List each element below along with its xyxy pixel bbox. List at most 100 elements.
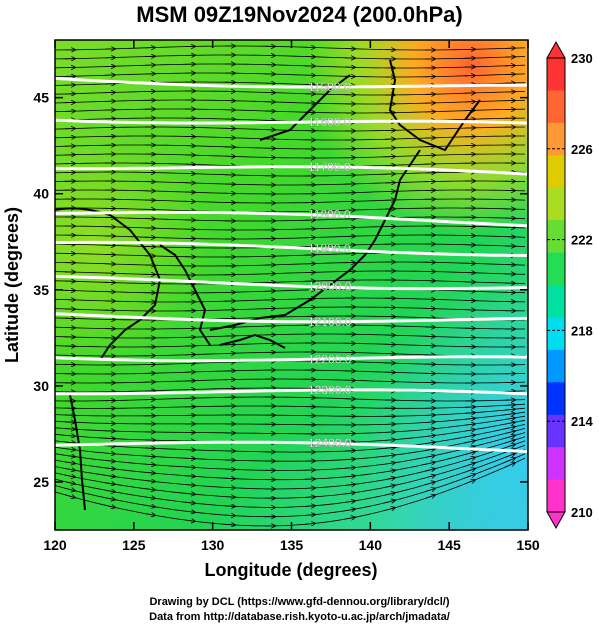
wind-arrow bbox=[64, 462, 75, 464]
wind-arrow bbox=[464, 413, 475, 414]
wind-arrow bbox=[424, 469, 435, 472]
wind-arrow bbox=[304, 497, 315, 498]
streamline bbox=[55, 99, 526, 105]
wind-arrow bbox=[424, 435, 435, 436]
wind-arrow bbox=[464, 435, 475, 437]
wind-arrow bbox=[64, 422, 75, 423]
wind-arrow bbox=[184, 502, 195, 503]
wind-arrow bbox=[384, 440, 395, 441]
wind-arrow bbox=[344, 459, 355, 460]
wind-arrow bbox=[384, 493, 395, 495]
wind-arrow bbox=[184, 493, 195, 494]
streamline bbox=[55, 63, 526, 69]
wind-arrow bbox=[104, 460, 115, 461]
wind-arrow bbox=[64, 495, 75, 498]
x-axis-ticks: 120 125 130 135 140 145 150 bbox=[43, 40, 540, 553]
y-tick-label: 25 bbox=[33, 474, 49, 490]
wind-arrow bbox=[104, 505, 115, 507]
wind-arrow bbox=[384, 508, 395, 511]
streamline bbox=[55, 72, 526, 78]
wind-arrow bbox=[144, 505, 155, 507]
streamline bbox=[55, 54, 526, 60]
colorbar-segment bbox=[547, 90, 565, 124]
contour-label: 12300.0 bbox=[308, 383, 352, 397]
streamline bbox=[55, 225, 526, 231]
wind-arrow bbox=[464, 480, 475, 485]
streamline bbox=[55, 153, 526, 159]
wind-arrow bbox=[344, 501, 355, 503]
colorbar-tick-label: 214 bbox=[571, 414, 593, 429]
streamline bbox=[55, 436, 526, 481]
wind-arrow bbox=[504, 440, 515, 443]
wind-arrow bbox=[384, 478, 395, 480]
x-tick-label: 120 bbox=[43, 537, 67, 553]
colorbar-segment bbox=[547, 220, 565, 254]
wind-arrow bbox=[344, 493, 355, 494]
wind-arrow bbox=[464, 424, 475, 425]
streamline bbox=[55, 440, 526, 490]
wind-arrow bbox=[184, 476, 195, 477]
streamline bbox=[55, 415, 526, 435]
wind-arrow bbox=[64, 455, 75, 456]
x-tick-label: 130 bbox=[201, 537, 225, 553]
streamline bbox=[55, 424, 526, 453]
wind-arrow bbox=[384, 463, 395, 464]
wind-arrow bbox=[384, 500, 395, 503]
streamline bbox=[55, 432, 526, 471]
wind-arrow bbox=[144, 472, 155, 473]
wind-arrow bbox=[504, 444, 515, 449]
wind-arrow bbox=[424, 488, 435, 493]
contour-label: 11800.0 bbox=[308, 208, 351, 222]
colorbar-tick-label: 226 bbox=[571, 142, 593, 157]
contour-label: 12400.0 bbox=[308, 436, 352, 450]
wind-arrow bbox=[504, 414, 515, 415]
streamline bbox=[55, 378, 526, 384]
streamline bbox=[55, 457, 526, 527]
x-tick-label: 150 bbox=[516, 537, 540, 553]
wind-arrow bbox=[424, 429, 435, 430]
streamline bbox=[55, 407, 526, 417]
wind-arrow bbox=[224, 497, 235, 498]
wind-arrow bbox=[464, 474, 475, 479]
wind-arrow bbox=[504, 422, 515, 424]
credit-data: Data from http://database.rish.kyoto-u.a… bbox=[149, 611, 450, 623]
streamline bbox=[55, 180, 526, 186]
wind-arrow bbox=[504, 409, 515, 410]
streamline bbox=[55, 444, 526, 499]
wind-arrow bbox=[424, 442, 435, 443]
colorbar-segment bbox=[547, 187, 565, 221]
streamline bbox=[55, 306, 526, 312]
wind-arrow bbox=[504, 427, 515, 429]
streamline bbox=[55, 216, 526, 222]
wind-arrow bbox=[464, 418, 475, 419]
wind-arrow bbox=[464, 469, 475, 473]
wind-arrow bbox=[184, 467, 195, 468]
wind-arrow bbox=[344, 484, 355, 485]
streamline bbox=[55, 453, 526, 518]
colorbar-segment bbox=[547, 155, 565, 189]
wind-arrow bbox=[344, 467, 355, 468]
contour-label: 12100.0 bbox=[308, 315, 352, 329]
wind-arrow bbox=[64, 442, 75, 443]
wind-arrow bbox=[464, 452, 475, 455]
y-tick-label: 45 bbox=[33, 90, 49, 106]
streamline bbox=[55, 288, 526, 294]
colorbar-segment bbox=[547, 285, 565, 319]
wind-arrow bbox=[384, 432, 395, 433]
contour-label: 11700.0 bbox=[308, 160, 351, 174]
wind-arrow bbox=[104, 475, 115, 476]
height-contour bbox=[55, 355, 528, 363]
wind-arrow bbox=[184, 484, 195, 485]
height-contours: 11500.0 11600.0 11700.0 11800.0 11900.0 12000… bbox=[55, 76, 528, 453]
wind-arrow bbox=[144, 497, 155, 498]
wind-arrow bbox=[424, 449, 435, 451]
colorbar-max-arrow bbox=[546, 40, 566, 59]
height-contour bbox=[55, 440, 528, 453]
height-contour bbox=[55, 118, 528, 125]
colorbar-tick-label: 222 bbox=[571, 233, 593, 248]
streamline bbox=[55, 198, 526, 204]
height-contour bbox=[55, 388, 528, 396]
streamline bbox=[55, 261, 526, 267]
wind-arrow bbox=[464, 457, 475, 460]
